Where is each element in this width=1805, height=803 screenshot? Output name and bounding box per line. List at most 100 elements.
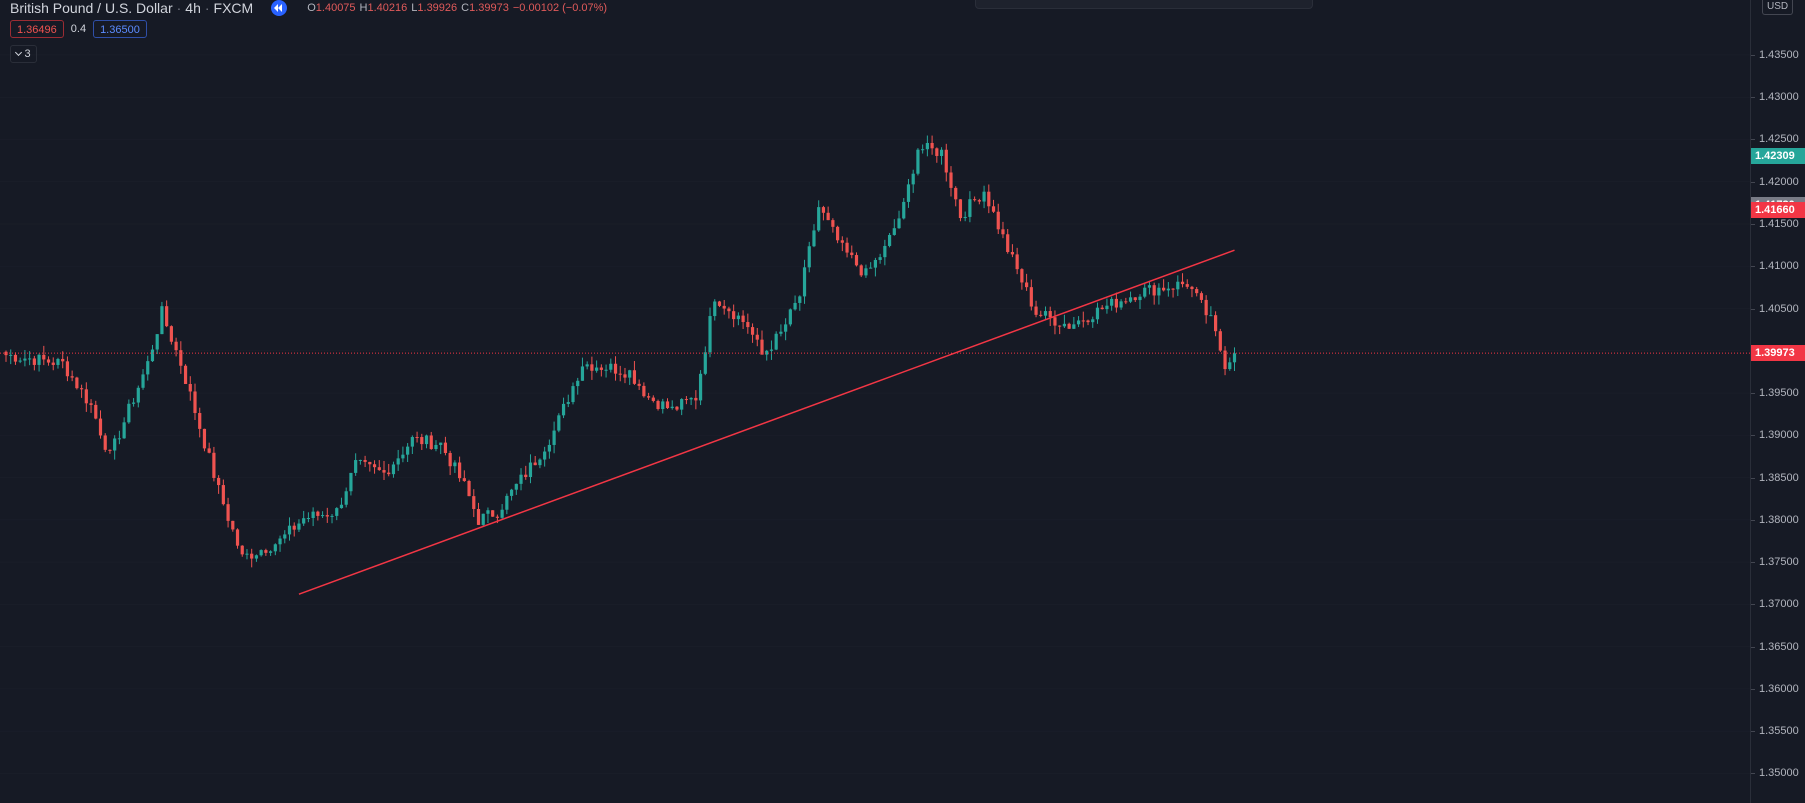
candle <box>56 357 60 369</box>
candle <box>902 198 906 220</box>
trendline-drawing[interactable] <box>298 249 1235 595</box>
price-tick-label: 1.41000 <box>1751 260 1799 273</box>
candle <box>1214 311 1218 337</box>
candle <box>1232 347 1237 372</box>
price-axis[interactable]: 1.35000 1.35500 1.36000 1.36500 1.37000 1.375… <box>1750 0 1805 803</box>
price-tick-label: 1.37000 <box>1751 598 1799 611</box>
candle <box>1058 325 1062 335</box>
candle <box>642 382 646 398</box>
candle <box>363 455 367 468</box>
candle <box>439 442 443 455</box>
candle <box>977 198 981 205</box>
candle <box>1190 285 1194 298</box>
sell-price-button[interactable]: 1.36496 <box>10 20 64 38</box>
candle <box>883 239 887 266</box>
candle <box>32 355 36 371</box>
candle <box>930 135 934 155</box>
candle <box>817 200 821 232</box>
candle <box>179 341 183 374</box>
candle <box>486 507 490 524</box>
price-tick-label: 1.39000 <box>1751 429 1799 442</box>
candle <box>476 502 481 525</box>
candle <box>869 262 873 269</box>
candle <box>146 355 150 381</box>
candle <box>571 382 575 405</box>
candle <box>193 383 197 420</box>
candle <box>524 465 528 480</box>
candle <box>982 185 986 209</box>
candle <box>698 370 703 406</box>
candle <box>576 377 580 395</box>
candle <box>604 364 608 378</box>
candle <box>802 259 807 304</box>
candle <box>892 219 896 236</box>
candle <box>387 463 391 477</box>
candle <box>623 367 627 384</box>
grid-lines <box>0 54 1750 774</box>
candlestick-chart[interactable] <box>0 0 1750 803</box>
candle <box>1006 229 1010 254</box>
candle <box>1124 297 1128 305</box>
candle <box>283 530 287 544</box>
candle <box>202 428 207 452</box>
candle <box>684 396 688 405</box>
candle <box>1209 306 1213 317</box>
change-value: −0.00102 (−0.07%) <box>512 2 608 14</box>
candle <box>406 443 410 463</box>
candle <box>954 186 958 207</box>
candle <box>198 407 202 438</box>
indicators-toggle-button[interactable]: 3 <box>10 45 37 63</box>
price-tick-label: 1.41500 <box>1751 217 1799 230</box>
candle <box>160 301 164 335</box>
candle <box>670 400 674 410</box>
high-value: H1.40216 <box>359 2 408 14</box>
candle <box>599 364 603 377</box>
candle <box>70 370 74 382</box>
replay-rewind-icon[interactable] <box>271 0 288 16</box>
candle <box>831 218 835 233</box>
candle <box>302 510 306 526</box>
price-tag: 1.42309 <box>1751 147 1805 164</box>
price-tick-label: 1.38000 <box>1751 513 1799 526</box>
candle <box>566 394 570 408</box>
candle <box>628 369 632 385</box>
spread-value: 0.4 <box>70 23 87 35</box>
price-tick-label: 1.38500 <box>1751 471 1799 484</box>
candle <box>727 306 731 319</box>
candle <box>864 264 868 278</box>
candle <box>61 351 65 369</box>
symbol-title[interactable]: British Pound / U.S. Dollar · 4h · FXCM <box>10 0 254 16</box>
buy-price-button[interactable]: 1.36500 <box>93 20 147 38</box>
candle <box>736 312 740 326</box>
candle <box>963 211 967 222</box>
candle <box>344 487 348 508</box>
candle <box>297 519 301 532</box>
candle <box>1138 294 1142 309</box>
candle <box>42 345 46 366</box>
candle <box>250 548 254 568</box>
price-tick-label: 1.42000 <box>1751 175 1799 188</box>
candle <box>580 357 585 381</box>
candle <box>647 392 651 400</box>
candle <box>1152 282 1156 305</box>
candle <box>1081 311 1085 328</box>
indicator-count: 3 <box>24 48 31 60</box>
candle <box>136 385 140 408</box>
candle <box>1223 346 1227 376</box>
candle <box>9 349 13 365</box>
price-tick-label: 1.42500 <box>1751 133 1799 146</box>
candle <box>1176 275 1180 297</box>
candle <box>335 507 339 521</box>
low-value: L1.39926 <box>411 2 458 14</box>
candle <box>557 413 561 433</box>
floating-toolbar[interactable] <box>975 0 1313 9</box>
candle <box>292 522 296 537</box>
candle <box>150 344 155 363</box>
price-tag: 1.41660 <box>1751 202 1805 219</box>
symbol-name: British Pound / U.S. Dollar <box>10 0 173 16</box>
candle <box>429 431 433 450</box>
currency-selector[interactable]: USD <box>1762 0 1794 15</box>
candle <box>155 334 159 355</box>
open-value: O1.40075 <box>307 2 356 14</box>
candle <box>552 421 556 454</box>
